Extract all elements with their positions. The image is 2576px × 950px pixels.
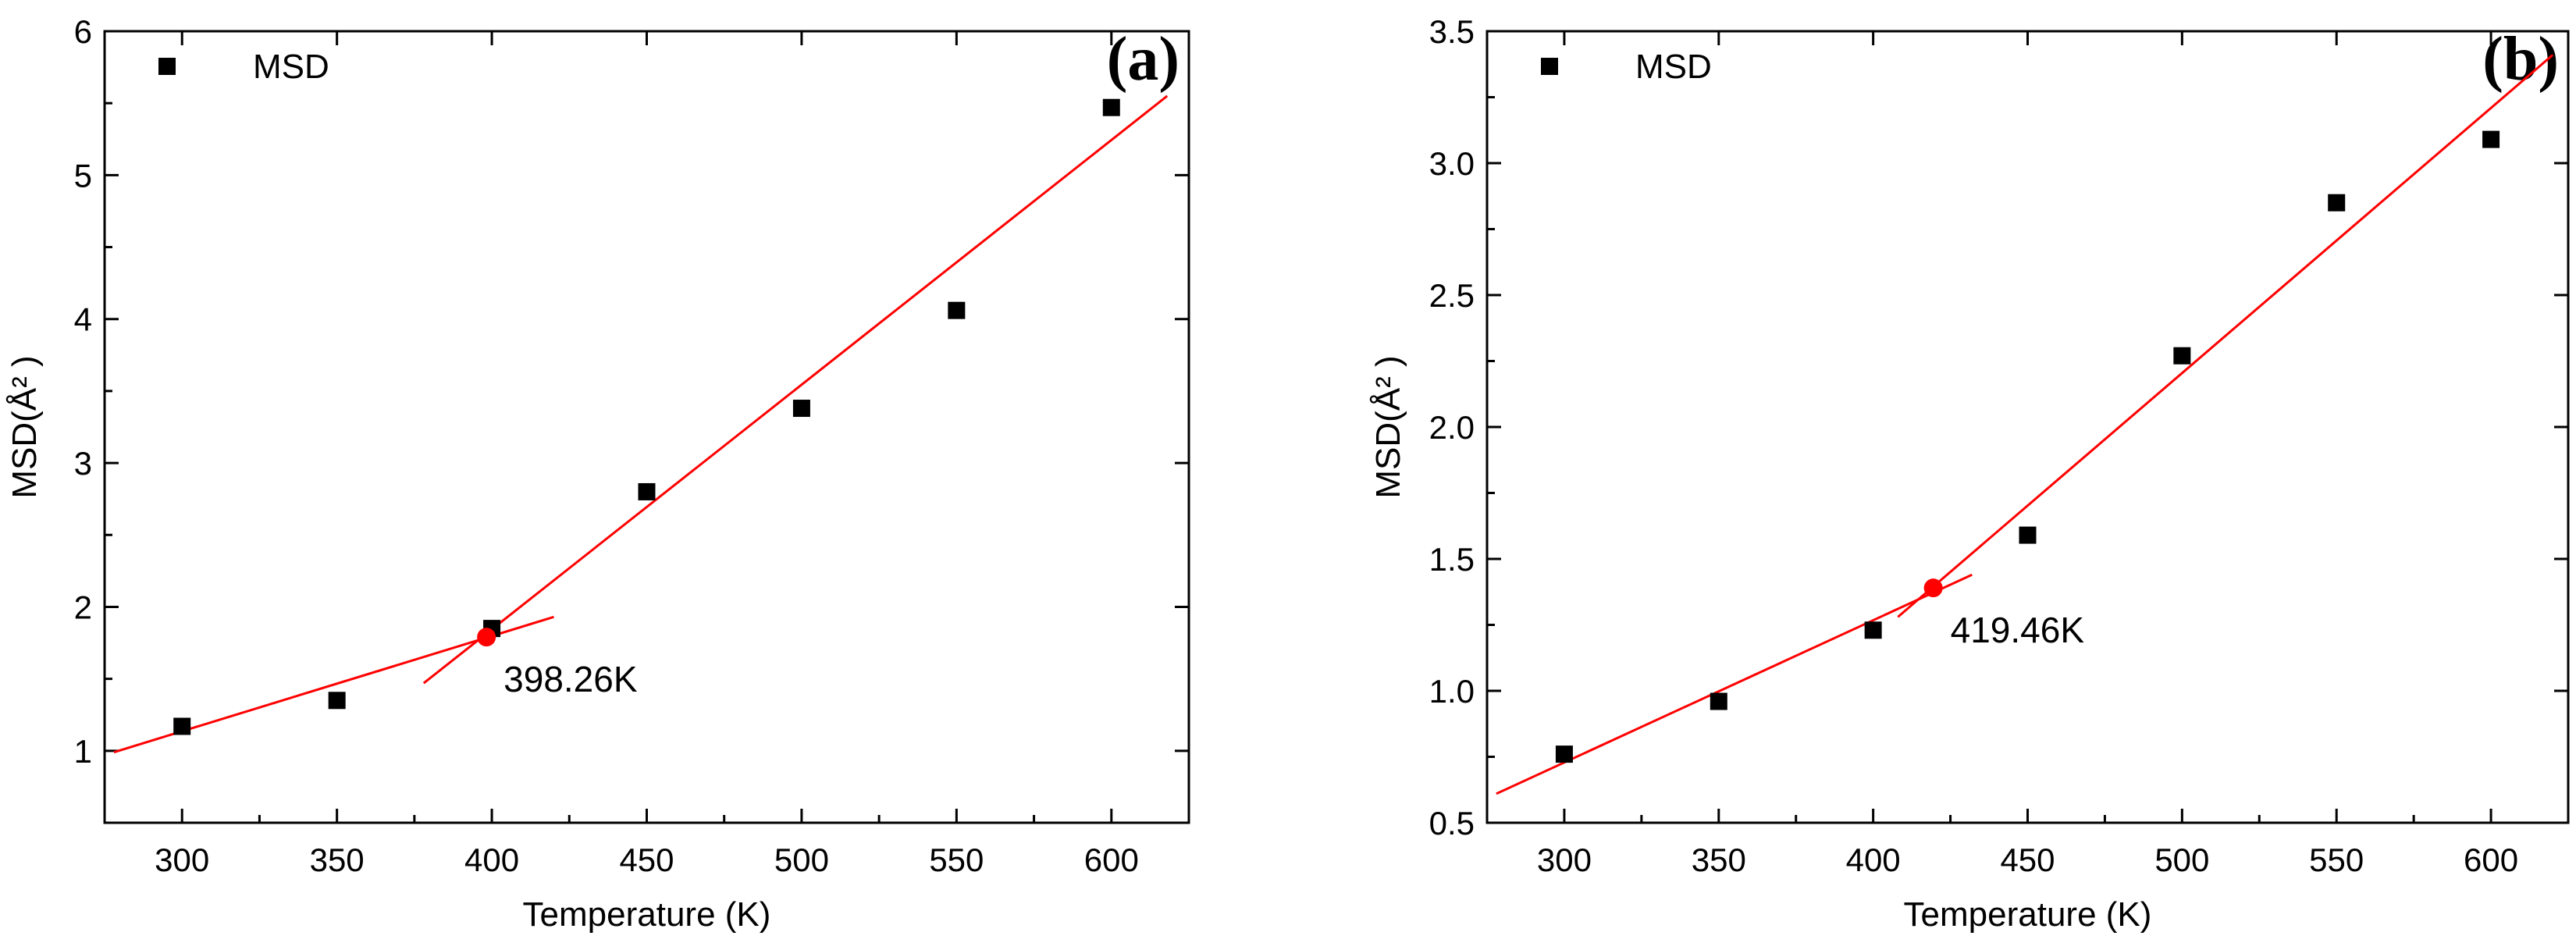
y-tick-label: 1.0 (1429, 673, 1475, 710)
y-tick-label: 2 (74, 589, 92, 625)
x-tick-label: 500 (774, 841, 829, 878)
x-tick-label: 300 (155, 841, 209, 878)
x-tick-label: 400 (1846, 841, 1901, 878)
data-point (2019, 526, 2037, 544)
x-tick-label: 300 (1537, 841, 1592, 878)
y-tick-label: 3.0 (1429, 145, 1475, 182)
intersection-point (477, 628, 496, 647)
fit-line (1496, 573, 1973, 795)
data-point (2173, 347, 2191, 365)
x-tick-label: 450 (2000, 841, 2055, 878)
chart-panel-b: 300 350 400 450 500 550 600 0.5 1.0 1.5 2.0 2.5 3.0 3… (1369, 13, 2570, 934)
data-point (1102, 98, 1120, 116)
y-tick-label: 3.5 (1429, 13, 1475, 50)
data-point (2482, 130, 2500, 148)
x-tick-label: 600 (2464, 841, 2518, 878)
intersection-label: 419.46K (1951, 610, 2085, 650)
y-tick-label: 4 (74, 301, 92, 338)
legend-marker (158, 58, 176, 75)
y-tick-label: 2.5 (1429, 277, 1475, 314)
data-point (328, 692, 346, 710)
x-tick-label: 350 (1692, 841, 1746, 878)
plot-frame (1485, 30, 2570, 824)
x-tick-label: 350 (310, 841, 365, 878)
intersection-label: 398.26K (503, 659, 638, 699)
y-tick-label: 3 (74, 445, 92, 482)
chart-panel-a: 300 350 400 450 500 550 600 1 2 3 4 5 6 Temperature (… (5, 13, 1190, 934)
x-tick-label: 550 (929, 841, 984, 878)
intersection-point (1923, 578, 1943, 598)
fit-line (1897, 54, 2554, 618)
x-axis-title: Temperature (K) (523, 895, 771, 934)
y-tick-label: 0.5 (1429, 805, 1475, 841)
x-tick-label: 400 (464, 841, 519, 878)
y-tick-label: 1.5 (1429, 541, 1475, 578)
x-tick-label: 550 (2309, 841, 2364, 878)
x-tick-label: 600 (1084, 841, 1139, 878)
y-tick-label: 5 (74, 157, 92, 194)
legend-label: MSD (253, 48, 329, 86)
data-point (1555, 745, 1573, 763)
data-point (173, 717, 191, 735)
legend-marker (1541, 58, 1558, 75)
x-tick-label: 450 (619, 841, 674, 878)
fit-line (422, 94, 1169, 685)
y-tick-label: 6 (74, 13, 92, 50)
data-point (948, 301, 966, 319)
legend-label: MSD (1635, 48, 1712, 86)
data-point (1864, 621, 1882, 639)
data-point (2328, 194, 2346, 212)
data-point (638, 482, 656, 500)
x-axis-title: Temperature (K) (1904, 895, 2152, 934)
y-tick-label: 1 (74, 733, 92, 770)
panel-label: (a) (1107, 25, 1179, 94)
x-tick-label: 500 (2154, 841, 2209, 878)
y-axis-title: MSD(Å² ) (5, 355, 44, 498)
data-point (1710, 692, 1727, 710)
y-tick-label: 2.0 (1429, 409, 1475, 446)
data-point (792, 400, 810, 418)
y-axis-title: MSD(Å² ) (1369, 355, 1407, 498)
